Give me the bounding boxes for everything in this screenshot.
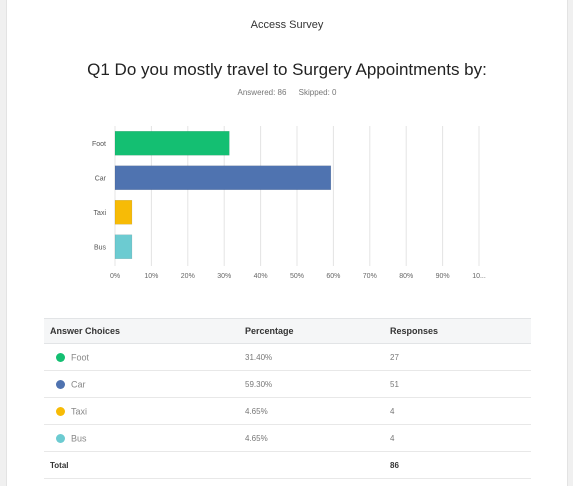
choice-cell: Car (44, 370, 239, 398)
choice-label: Foot (71, 352, 90, 363)
results-table: Answer Choices Percentage Responses Foot… (44, 318, 531, 479)
x-tick-label: 50% (290, 273, 304, 280)
table-row: Car 59.30% 51 (44, 370, 531, 398)
responses-cell: 27 (384, 343, 531, 371)
x-tick-label: 40% (254, 273, 268, 280)
percentage-cell: 59.30% (239, 370, 384, 398)
x-tick-label: 70% (363, 273, 377, 280)
table-header-row: Answer Choices Percentage Responses (44, 318, 531, 344)
color-dot (56, 352, 65, 362)
choice-label: Bus (71, 433, 87, 444)
total-label: Total (44, 451, 239, 479)
question-meta: Answered: 86 Skipped: 0 (7, 88, 567, 97)
x-tick-label: 10... (472, 273, 486, 280)
bar-bus (114, 234, 133, 259)
choice-label: Car (71, 379, 86, 390)
header-percentage: Percentage (239, 318, 384, 344)
bar-car (114, 165, 332, 190)
skipped-count: Skipped: 0 (298, 88, 337, 97)
total-spacer (239, 451, 384, 479)
answered-count: Answered: 86 (237, 88, 287, 97)
bar-chart: 0% 10% 20% 30% 40% 50% 60% 70% 80% 90% 10... Foot Ca… (92, 126, 486, 280)
survey-page: Access Survey Q1 Do you mostly travel to… (6, 0, 568, 486)
category-label: Taxi (94, 210, 107, 217)
table-row: Taxi 4.65% 4 (44, 397, 531, 425)
percentage-cell: 4.65% (239, 397, 384, 425)
survey-title: Access Survey (250, 19, 324, 31)
x-tick-label: 10% (144, 273, 158, 280)
total-value: 86 (384, 451, 531, 479)
x-tick-label: 20% (181, 273, 195, 280)
percentage-cell: 31.40% (239, 343, 384, 371)
x-tick-label: 60% (326, 273, 340, 280)
responses-cell: 4 (384, 397, 531, 425)
responses-cell: 4 (384, 424, 531, 452)
header-responses: Responses (384, 318, 531, 344)
header-answer-choices: Answer Choices (44, 318, 239, 344)
category-label: Bus (94, 244, 107, 251)
table-row: Bus 4.65% 4 (44, 424, 531, 452)
color-dot (56, 406, 65, 416)
color-dot (56, 433, 65, 443)
table-row: Foot 31.40% 27 (44, 343, 531, 371)
x-tick-label: 0% (110, 273, 120, 280)
choice-cell: Foot (44, 343, 239, 371)
bar-foot (114, 131, 230, 156)
percentage-cell: 4.65% (239, 424, 384, 452)
choice-cell: Bus (44, 424, 239, 452)
choice-label: Taxi (71, 406, 88, 417)
x-tick-label: 90% (436, 273, 450, 280)
color-dot (56, 379, 65, 389)
question-title: Q1 Do you mostly travel to Surgery Appoi… (87, 60, 487, 79)
responses-cell: 51 (384, 370, 531, 398)
x-tick-label: 80% (399, 273, 413, 280)
bar-taxi (114, 200, 133, 225)
choice-cell: Taxi (44, 397, 239, 425)
category-label: Car (95, 175, 107, 182)
category-label: Foot (92, 141, 106, 148)
x-tick-label: 30% (217, 273, 231, 280)
total-row: Total 86 (44, 451, 531, 479)
